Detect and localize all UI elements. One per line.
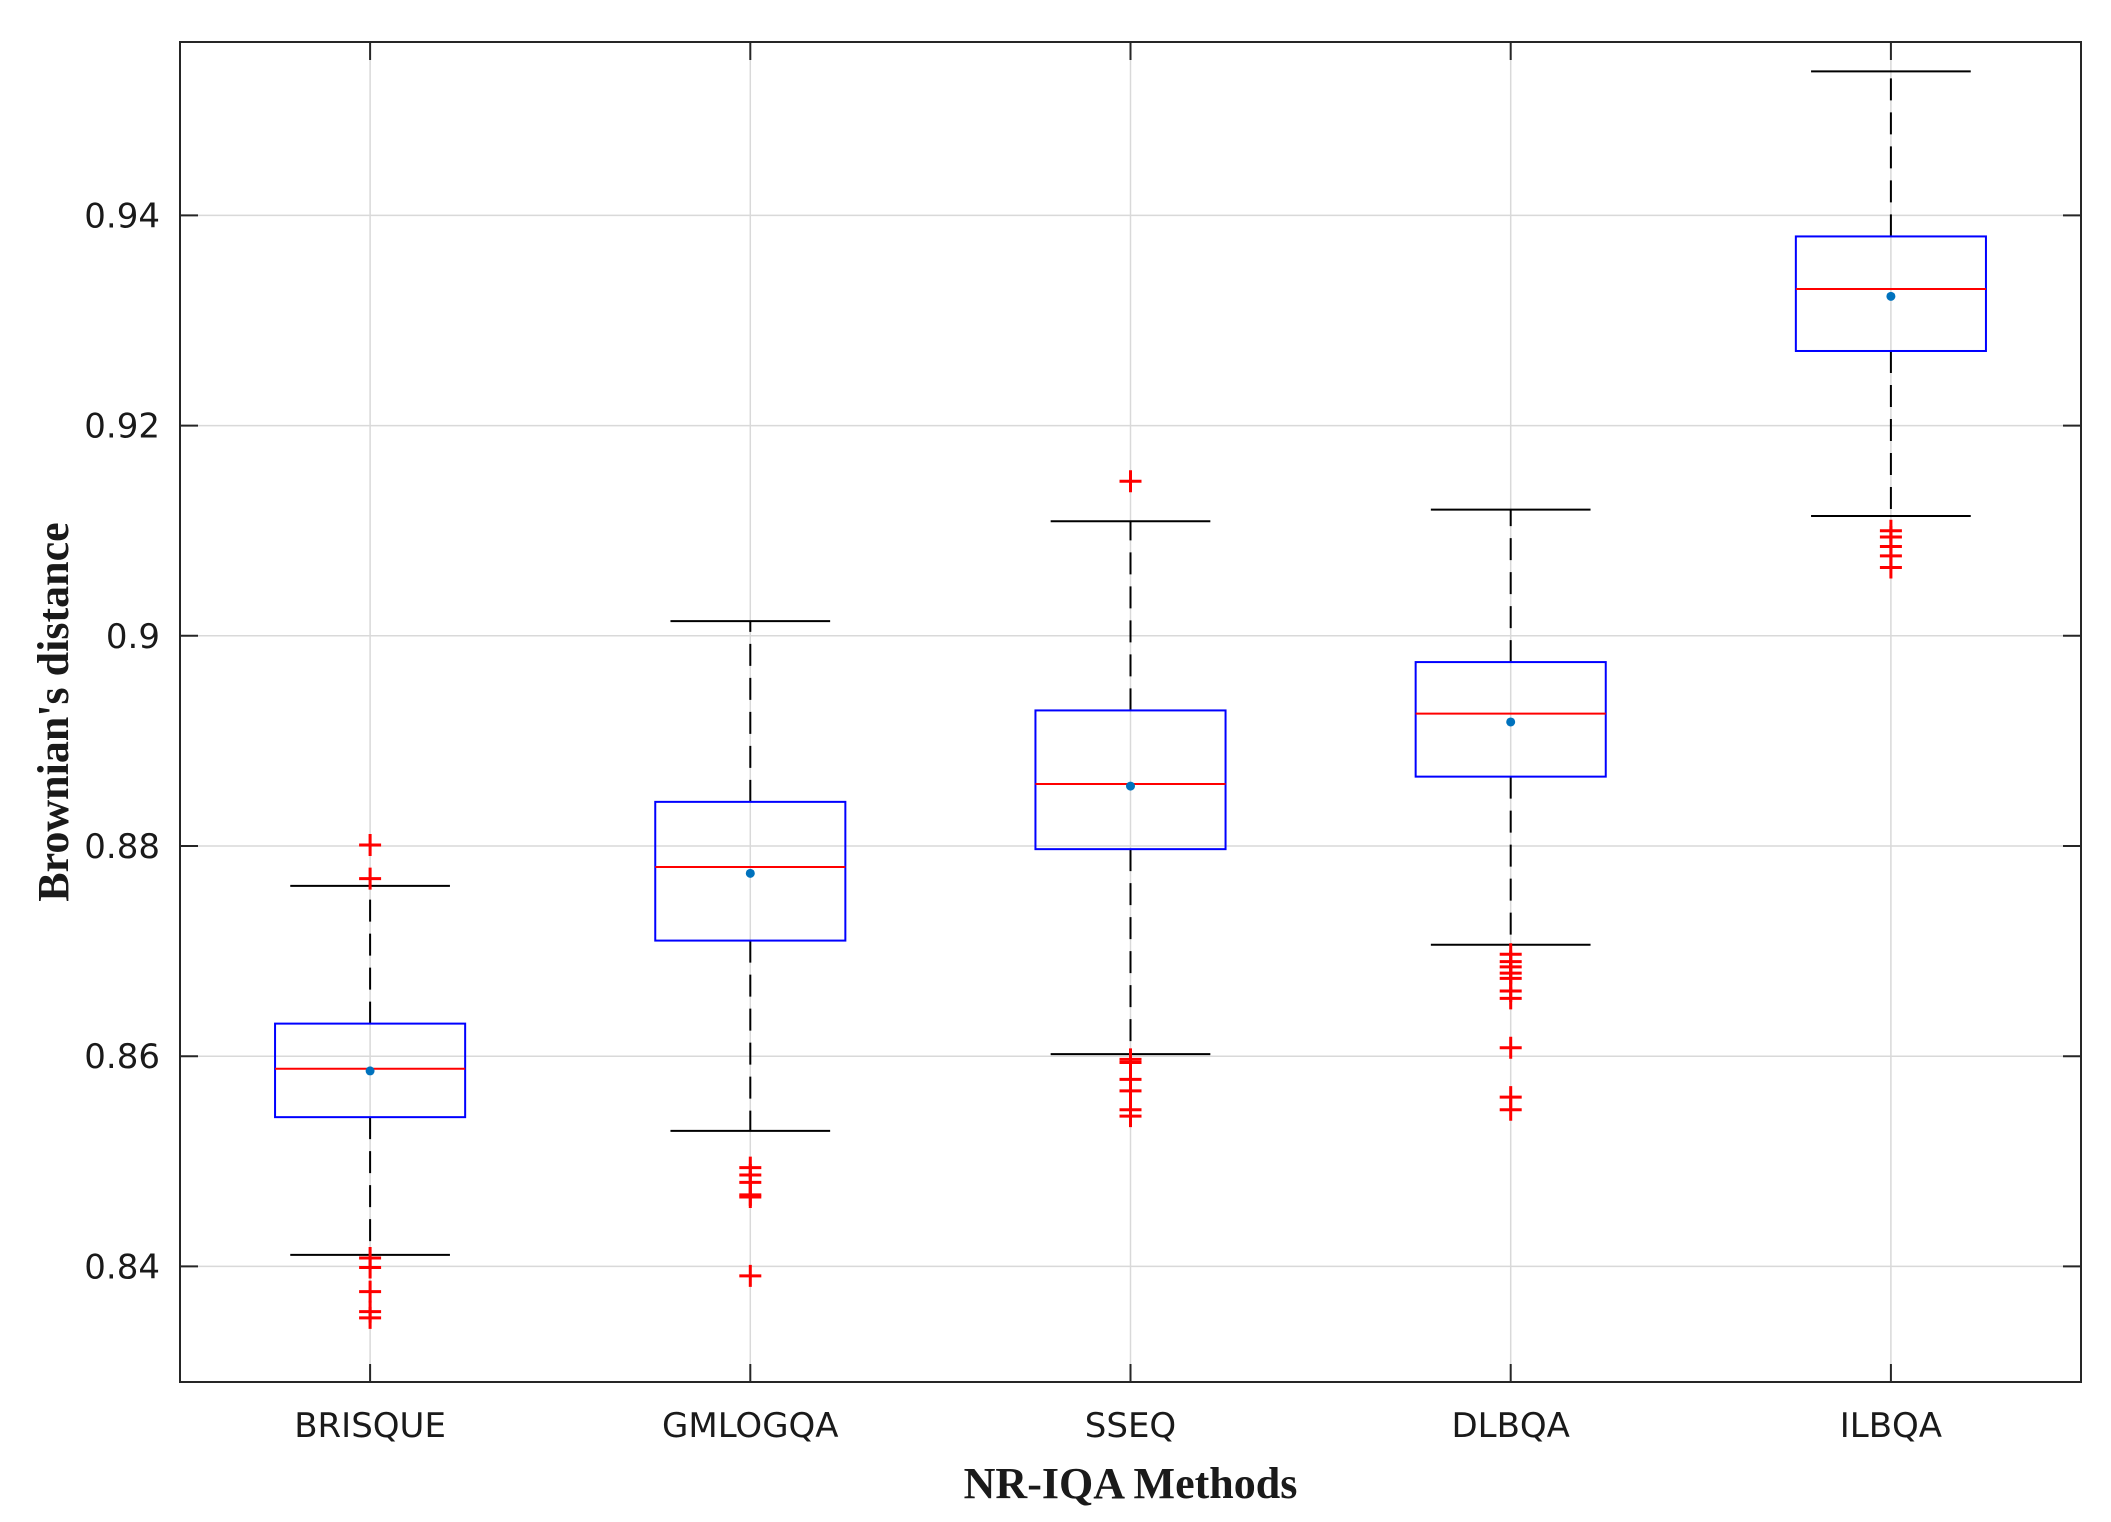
axis-ticks: 0.84 0.86 0.88 0.9 0.92 0.94 BRISQUE GMLOGQA SSE… xyxy=(84,42,2081,1446)
outlier-marker xyxy=(1499,987,1522,1010)
box-gmlogqa xyxy=(654,620,847,1287)
outlier-marker xyxy=(1119,1079,1142,1102)
iqr-box xyxy=(274,1022,467,1119)
y-tick-label: 0.9 xyxy=(106,617,160,657)
x-tick-label: GMLOGQA xyxy=(662,1406,839,1446)
outlier-marker xyxy=(359,833,382,856)
x-tick-label: BRISQUE xyxy=(294,1406,446,1446)
outlier-marker xyxy=(1119,470,1142,493)
mean-point xyxy=(1126,781,1135,791)
outlier-marker xyxy=(1119,1105,1142,1128)
outlier-marker xyxy=(1879,556,1902,579)
mean-point xyxy=(1506,717,1516,727)
iqr-box xyxy=(654,800,847,942)
box-dlbqa xyxy=(1414,508,1607,1121)
grid xyxy=(180,42,2081,1382)
x-tick-label: SSEQ xyxy=(1085,1406,1176,1446)
y-tick-label: 0.84 xyxy=(84,1247,160,1287)
x-tick-label: DLBQA xyxy=(1451,1406,1569,1446)
x-axis-label: NR-IQA Methods xyxy=(964,1459,1298,1508)
y-tick-label: 0.88 xyxy=(84,827,160,867)
iqr-box xyxy=(1794,235,1987,352)
box-sseq xyxy=(1034,470,1227,1128)
y-tick-label: 0.86 xyxy=(84,1037,160,1077)
y-tick-label: 0.94 xyxy=(84,196,160,236)
mean-point xyxy=(1886,291,1896,301)
box-ilbqa xyxy=(1794,70,1987,579)
outlier-marker xyxy=(739,1264,762,1287)
outlier-marker xyxy=(739,1186,762,1209)
x-tick-label: ILBQA xyxy=(1840,1406,1942,1446)
outlier-marker xyxy=(1499,1036,1522,1059)
y-tick-label: 0.92 xyxy=(84,407,160,447)
outlier-marker xyxy=(359,1256,382,1279)
box-brisque xyxy=(274,833,467,1329)
outlier-marker xyxy=(359,1280,382,1303)
y-axis-label: Brownian's distance xyxy=(29,522,78,901)
outlier-marker xyxy=(359,1306,382,1329)
boxes xyxy=(274,70,1987,1329)
outlier-marker xyxy=(359,867,382,890)
mean-point xyxy=(745,868,755,878)
outlier-marker xyxy=(1499,1098,1522,1121)
iqr-box xyxy=(1414,661,1607,778)
iqr-box xyxy=(1034,709,1227,851)
mean-point xyxy=(365,1066,375,1076)
